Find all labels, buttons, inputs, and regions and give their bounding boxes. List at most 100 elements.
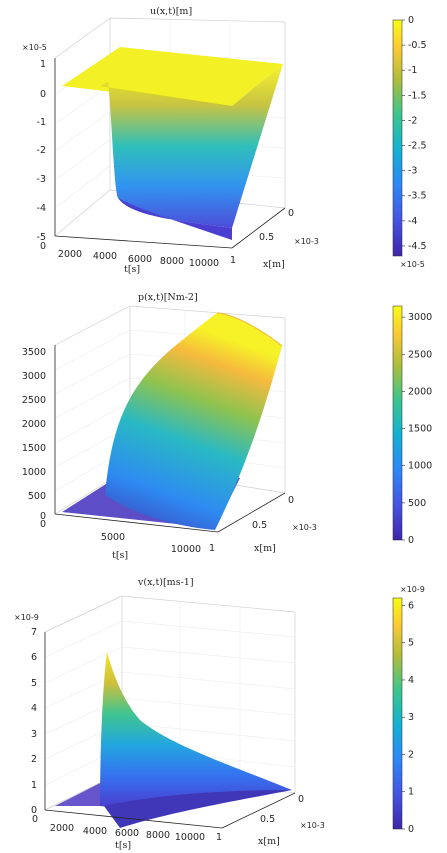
axes-front-p — [54, 345, 286, 533]
colorbar-tick-label: -0.5 — [408, 40, 427, 51]
x-exponent-u: ×10-3 — [294, 237, 319, 246]
t-tick-v: 4000 — [83, 826, 107, 837]
t-tick-p: 5000 — [101, 532, 125, 543]
xlabel-v: t[s] — [115, 840, 131, 851]
x-ticks-v: 0 0.5 1 ×10-3 x[m] — [216, 794, 325, 847]
colorbar-tick-label: 0 — [408, 824, 414, 835]
t-tick-p: 10000 — [171, 544, 201, 555]
colorbar-tick-label: -1 — [408, 65, 417, 76]
xlabel-p: t[s] — [112, 550, 128, 561]
colorbar-tick-label: -3 — [408, 166, 417, 177]
ylabel-u: x[m] — [263, 259, 285, 270]
ylabel-v: x[m] — [258, 836, 280, 847]
x-tick-p: 1 — [209, 543, 215, 554]
colorbar-tick-label: 1000 — [408, 461, 432, 472]
colorbar-tick-label: 5 — [408, 638, 414, 649]
colorbar-tick-label: 1 — [408, 787, 414, 798]
colorbar-tick-label: -2.5 — [408, 141, 427, 152]
z-tick-p: 1000 — [22, 467, 46, 478]
z-tick-p: 3000 — [22, 371, 46, 382]
chart-title-p-text: p(x,t)[Nm-2] — [138, 292, 198, 303]
surface-u-front — [100, 64, 283, 228]
panel-u: u(x,t)[m] 1 — [22, 6, 427, 275]
chart-title-u-text: u(x,t)[m] — [150, 6, 192, 17]
x-tick-v: 0.5 — [260, 814, 275, 825]
z-tick-u: 0 — [40, 89, 46, 100]
colorbar-tick-label: 2500 — [408, 349, 432, 360]
z-tick-u: -1 — [37, 117, 46, 128]
z-ticks-p: 3500 3000 2500 2000 1500 1000 500 0 — [22, 347, 46, 522]
chart-title-p: p(x,t)[Nm-2] — [138, 292, 198, 303]
chart-title-u: u(x,t)[m] — [150, 6, 192, 17]
colorbar-v-exponent: ×10-9 — [400, 585, 425, 594]
z-exponent-v: ×10-9 — [14, 613, 39, 622]
t-ticks-v: 0 2000 4000 6000 8000 10000 t[s] — [32, 814, 205, 851]
colorbar-u: 0 -0.5 -1 -1.5 -2 -2.5 -3 -3.5 -4 -4.5 ×10-5 — [392, 15, 427, 269]
t-tick-v: 8000 — [146, 830, 170, 841]
x-tick-u: 0 — [288, 208, 294, 219]
panel-v: v(x,t)[ms-1] 7 6 — [14, 577, 425, 851]
t-tick-v: 2000 — [50, 823, 74, 834]
surface-v-face — [100, 652, 292, 807]
colorbar-tick-label: 6 — [408, 600, 414, 611]
surface-u-bottom — [118, 198, 232, 240]
colorbar-tick-label: -4.5 — [408, 241, 427, 252]
colorbar-u-bar — [392, 19, 403, 257]
surface-v-bottom — [104, 790, 292, 828]
z-tick-p: 2000 — [22, 419, 46, 430]
colorbar-tick-label: 4 — [408, 675, 414, 686]
z-tick-v: 0 — [31, 805, 37, 816]
t-tick-u: 6000 — [128, 254, 152, 265]
z-tick-v: 3 — [31, 729, 37, 740]
t-tick-u: 2000 — [58, 249, 82, 260]
z-tick-v: 7 — [31, 627, 37, 638]
x-tick-u: 1 — [230, 255, 236, 266]
z-tick-v: 5 — [31, 678, 37, 689]
z-tick-v: 6 — [31, 652, 37, 663]
x-exponent-p: ×10-3 — [292, 523, 317, 532]
z-ticks-u: 1 0 -1 -2 -3 -4 -5 ×10-5 — [22, 43, 47, 243]
surface-p-ridge — [216, 312, 283, 347]
z-tick-v: 2 — [31, 754, 37, 765]
x-ticks-p: 0 0.5 1 ×10-3 x[m] — [209, 495, 317, 554]
z-tick-p: 0 — [40, 511, 46, 522]
x-tick-u: 0.5 — [259, 232, 274, 243]
t-tick-u: 10000 — [189, 258, 219, 269]
t-tick-u-zero: 0 — [40, 241, 46, 252]
colorbar-tick-label: 2 — [408, 749, 414, 760]
surface-p-face — [105, 313, 282, 530]
x-ticks-u: 0 0.5 1 ×10-3 x[m] — [230, 208, 319, 270]
colorbar-tick-label: 2000 — [408, 386, 432, 397]
colorbar-tick-label: 3 — [408, 712, 414, 723]
colorbar-v: 6 5 4 3 2 1 0 ×10-9 — [392, 585, 425, 835]
colorbar-tick-label: -2 — [408, 115, 417, 126]
t-ticks-u: 0 2000 4000 6000 8000 10000 t[s] — [40, 241, 219, 275]
z-tick-u: -2 — [37, 145, 46, 156]
t-tick-u: 4000 — [93, 251, 117, 262]
x-tick-v: 0 — [298, 794, 304, 805]
colorbar-tick-label: 500 — [408, 498, 426, 509]
z-tick-u: -5 — [37, 232, 46, 243]
xlabel-u: t[s] — [124, 264, 140, 275]
x-tick-v: 1 — [216, 832, 222, 843]
colorbar-p: 3000 2500 2000 1500 1000 500 0 — [392, 305, 432, 546]
colorbar-tick-label: 0 — [408, 535, 414, 546]
t-tick-u: 8000 — [160, 256, 184, 267]
t-tick-v: 0 — [32, 814, 38, 825]
colorbar-tick-label: 3000 — [408, 312, 432, 323]
x-exponent-v: ×10-3 — [300, 821, 325, 830]
colorbar-tick-label: 1500 — [408, 424, 432, 435]
t-tick-v: 10000 — [175, 832, 205, 843]
ylabel-p: x[m] — [254, 543, 276, 554]
colorbar-tick-label: 0 — [408, 15, 414, 26]
panel-p: p(x,t)[Nm-2] 3500 300 — [22, 292, 432, 561]
z-tick-v: 1 — [31, 780, 37, 791]
chart-title-v-text: v(x,t)[ms-1] — [137, 577, 194, 588]
colorbar-u-exponent: ×10-5 — [400, 260, 425, 269]
colorbar-tick-label: -1.5 — [408, 90, 427, 101]
z-tick-u: -3 — [37, 174, 46, 185]
z-tick-u: 1 — [40, 59, 46, 70]
axes-front-u — [54, 58, 286, 249]
colorbar-tick-label: -3.5 — [408, 191, 427, 202]
t-ticks-p: 0 5000 10000 t[s] — [40, 519, 201, 561]
